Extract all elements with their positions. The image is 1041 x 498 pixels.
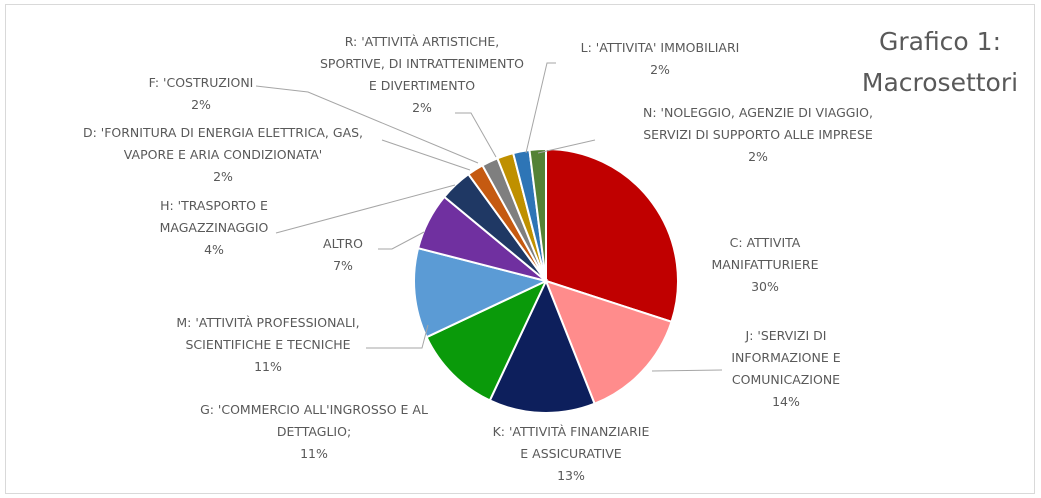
slice-label-9-line-0: R: 'ATTIVITÀ ARTISTICHE, <box>345 34 500 49</box>
slice-label-4-line-2: 11% <box>254 359 282 374</box>
slice-label-4: M: 'ATTIVITÀ PROFESSIONALI, SCIENTIFICHE … <box>176 315 359 374</box>
slice-label-11-line-2: 2% <box>748 149 768 164</box>
leader-line-5 <box>378 231 425 250</box>
slice-label-1-line-1: INFORMAZIONE E <box>731 350 840 365</box>
leader-line-11 <box>537 139 596 154</box>
slice-label-11: N: 'NOLEGGIO, AGENZIE DI VIAGGIO, SERVIZI… <box>643 105 873 164</box>
leader-line-1 <box>651 369 723 372</box>
slice-label-8: F: 'COSTRUZIONI 2% <box>149 75 254 112</box>
slice-label-11-line-0: N: 'NOLEGGIO, AGENZIE DI VIAGGIO, <box>643 105 873 120</box>
slice-label-1: J: 'SERVIZI DI INFORMAZIONE E COMUNICAZION… <box>731 328 840 409</box>
slice-label-7-line-0: D: 'FORNITURA DI ENERGIA ELETTRICA, GAS, <box>83 125 363 140</box>
slice-label-9-line-3: 2% <box>412 100 432 115</box>
slice-label-7: D: 'FORNITURA DI ENERGIA ELETTRICA, GAS,… <box>83 125 363 184</box>
pie-slice-1 <box>544 279 673 406</box>
slice-label-3-line-1: DETTAGLIO; <box>277 424 351 439</box>
slice-label-7-line-1: VAPORE E ARIA CONDIZIONATA' <box>124 147 322 162</box>
slice-label-10: L: 'ATTIVITA' IMMOBILIARI 2% <box>581 40 740 77</box>
slice-label-0: C: ATTIVITA MANIFATTURIERE 30% <box>711 235 818 294</box>
pie-slice-0 <box>545 147 679 324</box>
leader-line-10 <box>525 62 556 154</box>
slice-label-3-line-0: G: 'COMMERCIO ALL'INGROSSO E AL <box>200 402 428 417</box>
pie-slice-3 <box>425 278 549 402</box>
leader-line-4 <box>366 324 429 349</box>
leader-lines <box>255 62 723 372</box>
slice-label-0-line-1: MANIFATTURIERE <box>711 257 818 272</box>
slice-label-2-line-2: 13% <box>557 468 585 483</box>
slice-label-11-line-1: SERVIZI DI SUPPORTO ALLE IMPRESE <box>643 127 873 142</box>
slice-label-5-line-0: ALTRO <box>323 236 363 251</box>
slice-label-0-line-0: C: ATTIVITA <box>730 235 801 250</box>
slice-label-6-line-0: H: 'TRASPORTO E <box>160 198 268 213</box>
slice-label-2-line-1: E ASSICURATIVE <box>520 446 621 461</box>
leader-line-7 <box>381 139 471 171</box>
slice-label-8-line-1: 2% <box>191 97 211 112</box>
slice-label-5: ALTRO 7% <box>323 236 363 273</box>
slice-label-9-line-1: SPORTIVE, DI INTRATTENIMENTO <box>320 56 524 71</box>
slice-label-9-line-2: E DIVERTIMENTO <box>369 78 475 93</box>
chart-title-line-1: Grafico 1: <box>879 27 1001 56</box>
slice-label-5-line-1: 7% <box>333 258 353 273</box>
slice-label-1-line-0: J: 'SERVIZI DI <box>745 328 827 343</box>
slice-label-2: K: 'ATTIVITÀ FINANZIARIE E ASSICURATIVE 13… <box>493 424 650 483</box>
slice-label-10-line-0: L: 'ATTIVITA' IMMOBILIARI <box>581 40 740 55</box>
slice-label-6-line-2: 4% <box>204 242 224 257</box>
slice-label-4-line-1: SCIENTIFICHE E TECNICHE <box>186 337 351 352</box>
leader-line-9 <box>455 112 497 158</box>
slice-label-1-line-2: COMUNICAZIONE <box>732 372 840 387</box>
slice-label-1-line-3: 14% <box>772 394 800 409</box>
leader-line-8 <box>255 85 479 164</box>
slice-label-0-line-2: 30% <box>751 279 779 294</box>
slice-label-8-line-0: F: 'COSTRUZIONI <box>149 75 254 90</box>
pie-slice-11 <box>528 147 547 282</box>
slice-label-6: H: 'TRASPORTO E MAGAZZINAGGIO 4% <box>160 198 269 257</box>
slice-label-3-line-2: 11% <box>300 446 328 461</box>
slice-label-10-line-1: 2% <box>650 62 670 77</box>
pie-slices <box>413 147 679 414</box>
slice-label-3: G: 'COMMERCIO ALL'INGROSSO E AL DETTAGLIO… <box>200 402 428 461</box>
slice-labels: C: ATTIVITA MANIFATTURIERE 30% J: 'SERVIZI … <box>83 34 873 483</box>
slice-label-4-line-0: M: 'ATTIVITÀ PROFESSIONALI, <box>176 315 359 330</box>
slice-label-6-line-1: MAGAZZINAGGIO <box>160 220 269 235</box>
slice-label-7-line-2: 2% <box>213 169 233 184</box>
slice-label-2-line-0: K: 'ATTIVITÀ FINANZIARIE <box>493 424 650 439</box>
chart-title-line-2: Macrosettori <box>862 68 1018 97</box>
slice-label-9: R: 'ATTIVITÀ ARTISTICHE, SPORTIVE, DI INT… <box>320 34 524 115</box>
pie-slice-2 <box>488 278 596 414</box>
leader-line-6 <box>275 184 456 234</box>
